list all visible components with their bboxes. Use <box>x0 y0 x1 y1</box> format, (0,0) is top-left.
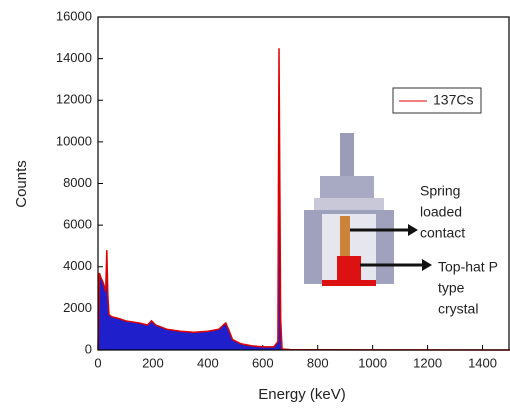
annotation: crystal <box>438 301 478 317</box>
annotation: Spring <box>420 183 460 199</box>
x-tick-label: 1200 <box>413 355 442 370</box>
legend-box <box>392 87 482 114</box>
spring <box>340 216 350 256</box>
x-tick-label: 400 <box>197 355 219 370</box>
x-tick-label: 600 <box>252 355 274 370</box>
y-tick-label: 4000 <box>63 258 92 273</box>
x-tick-label: 200 <box>142 355 164 370</box>
x-tick-label: 0 <box>94 355 101 370</box>
rod <box>340 133 354 178</box>
annotation: type <box>438 280 465 296</box>
y-tick-label: 6000 <box>63 217 92 232</box>
y-tick-label: 12000 <box>56 92 92 107</box>
y-tick-label: 16000 <box>56 8 92 23</box>
y-tick-label: 10000 <box>56 133 92 148</box>
annotation: Top-hat P <box>438 259 498 275</box>
y-tick-label: 0 <box>85 341 92 356</box>
holder-top <box>320 176 374 198</box>
y-tick-label: 2000 <box>63 300 92 315</box>
x-tick-label: 1400 <box>468 355 497 370</box>
arrow-head <box>422 259 432 271</box>
holder-ring <box>314 198 384 210</box>
annotation: contact <box>420 225 465 241</box>
x-tick-label: 1000 <box>358 355 387 370</box>
crystal <box>337 256 361 282</box>
y-axis-label: Counts <box>13 160 30 208</box>
annotation: loaded <box>420 204 462 220</box>
detector-inset <box>304 133 432 286</box>
y-tick-label: 8000 <box>63 175 92 190</box>
line <box>97 48 510 351</box>
x-tick-label: 800 <box>307 355 329 370</box>
legend-label: 137Cs <box>433 92 473 108</box>
axes-frame <box>97 16 510 351</box>
crystal-base <box>322 280 376 286</box>
x-axis-label: Energy (keV) <box>258 386 346 403</box>
arrow-head <box>408 224 418 236</box>
y-tick-label: 14000 <box>56 50 92 65</box>
